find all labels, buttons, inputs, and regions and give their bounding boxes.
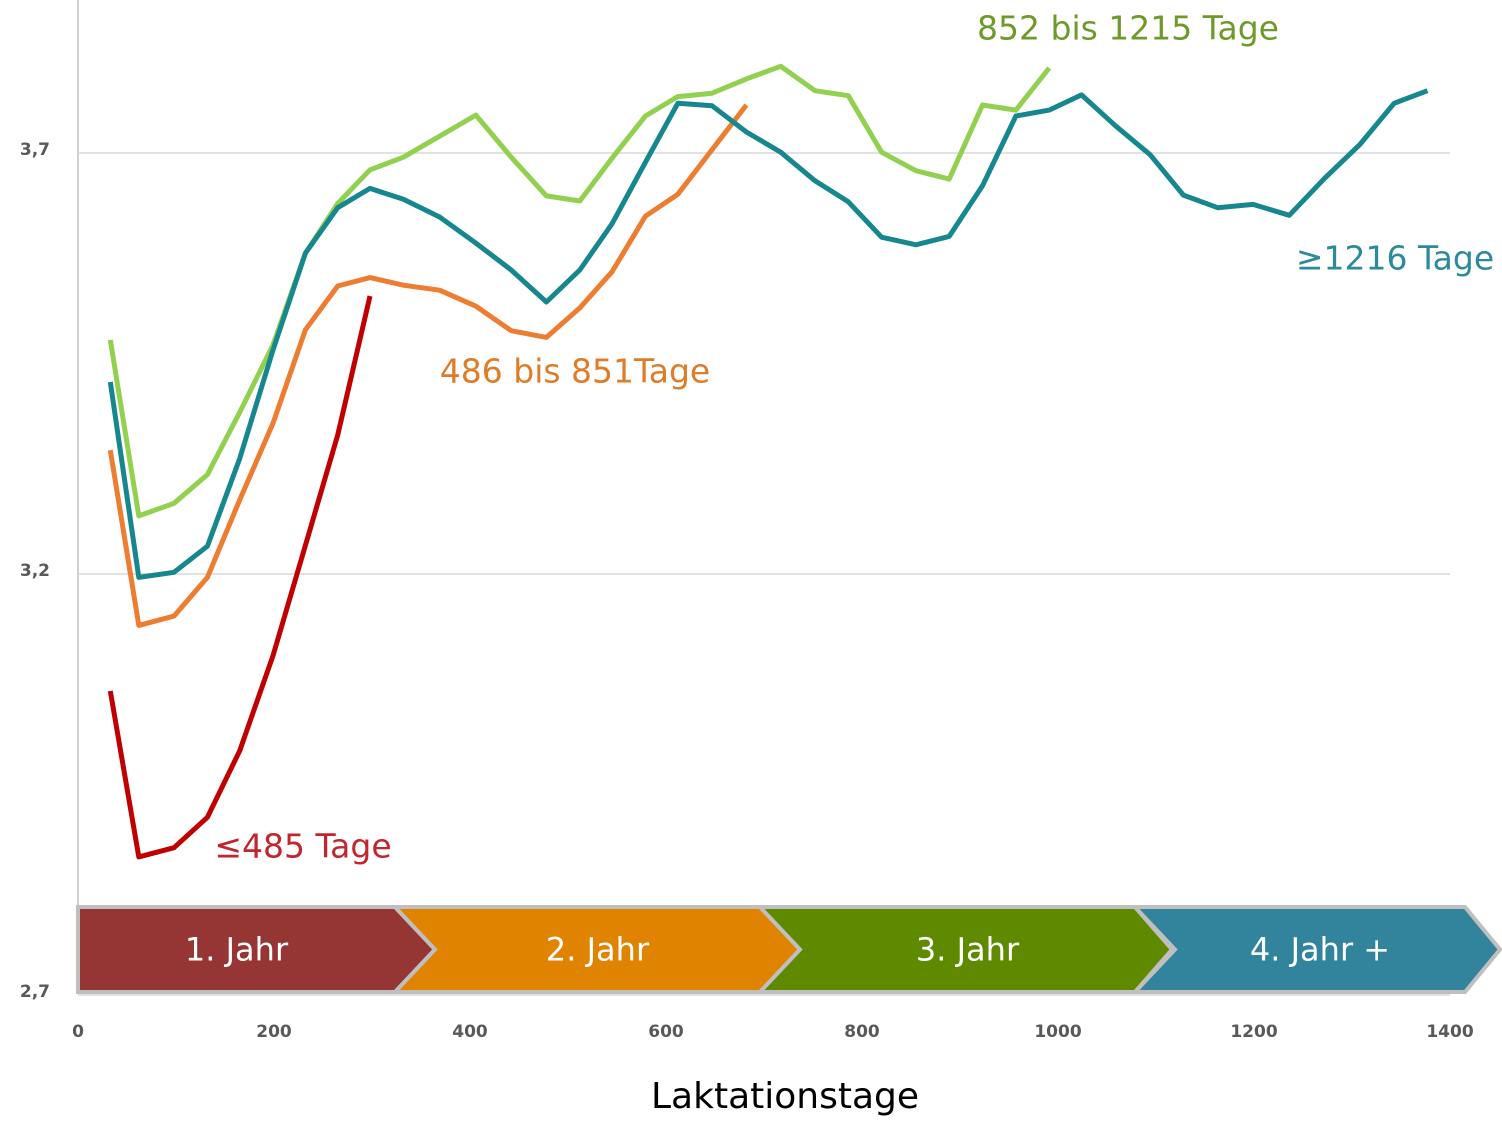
y-tick-label: 3,2	[20, 561, 50, 581]
series-label: 486 bis 851Tage	[440, 352, 710, 391]
series-line	[107, 63, 1052, 519]
series-label: 852 bis 1215 Tage	[977, 9, 1279, 48]
phase-label: 1. Jahr	[185, 931, 289, 969]
series-line	[107, 103, 749, 628]
phase-label: 2. Jahr	[546, 931, 650, 969]
y-tick-label: 2,7	[20, 982, 50, 1002]
x-tick-label: 1200	[1230, 1022, 1277, 1042]
series-label: ≤485 Tage	[214, 827, 391, 866]
x-tick-label: 0	[72, 1022, 84, 1042]
y-tick-label: 3,7	[20, 140, 50, 160]
x-tick-label: 200	[256, 1022, 292, 1042]
x-tick-label: 800	[844, 1022, 880, 1042]
x-tick-label: 400	[452, 1022, 488, 1042]
x-tick-label: 600	[648, 1022, 684, 1042]
x-axis-title: Laktationstage	[651, 1076, 919, 1117]
phase-label: 4. Jahr +	[1250, 931, 1390, 969]
series-label: ≥1216 Tage	[1296, 239, 1494, 278]
series-line	[107, 295, 373, 860]
phase-label: 3. Jahr	[916, 931, 1020, 969]
series-line	[107, 88, 1429, 580]
x-tick-label: 1000	[1034, 1022, 1081, 1042]
x-tick-label: 1400	[1426, 1022, 1473, 1042]
phase-arrow	[1130, 905, 1502, 994]
